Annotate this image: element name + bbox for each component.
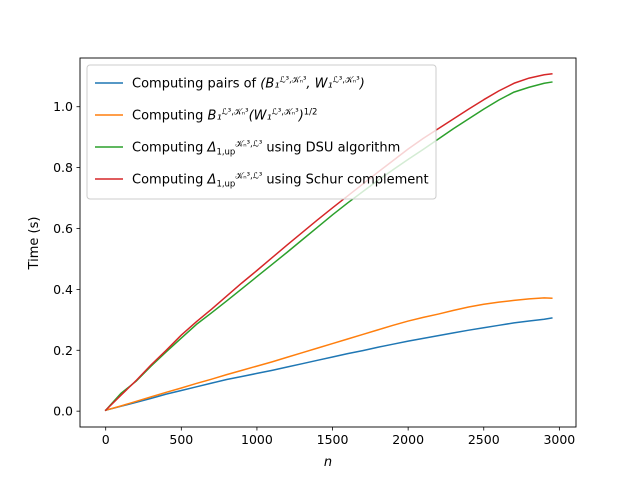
x-tick-label: 2500 (468, 432, 500, 447)
legend-label-prefix: Computing (132, 109, 208, 124)
legend-label-3: Computing Δ1,up​𝒦ₙ³,ℒ³​ using DSU algori… (132, 140, 400, 158)
x-tick-label: 1000 (241, 432, 273, 447)
legend-math-text: (W₁ (249, 109, 272, 124)
series-lines (104, 72, 553, 412)
y-tick-label: 0.0 (53, 404, 73, 419)
legend-superscript: ℒ³,𝒦ₙ³ (272, 108, 299, 118)
series-line-4 (104, 72, 553, 412)
y-tick-label: 0.2 (53, 343, 73, 358)
y-tick-label: 0.4 (53, 282, 73, 297)
legend-subscript: 1,up (216, 148, 235, 158)
legend-items: Computing pairs of (B₁ℒ³,𝒦ₙ³​, W₁ℒ³,𝒦ₙ³​… (95, 76, 429, 190)
y-axis-ticks: 0.0 0.2 0.4 0.6 0.8 1.0 (53, 99, 80, 419)
legend-math-text: B₁ (208, 109, 222, 124)
legend-box (86, 64, 437, 200)
series-line-2 (104, 297, 553, 412)
y-tick-label: 1.0 (53, 99, 73, 114)
legend-label-prefix: Computing pairs of (132, 77, 260, 92)
legend-math-text: Δ (207, 141, 217, 156)
plot-frame (79, 57, 577, 428)
x-axis-label: n (324, 455, 332, 470)
series-line-1 (104, 317, 553, 412)
legend-label-suffix: using DSU algorithm (262, 141, 400, 156)
legend-math-text: ) (298, 109, 304, 124)
series-line-3 (104, 81, 553, 412)
legend-math-text: , W₁ (306, 77, 332, 92)
legend-label-4: Computing Δ1,up​𝒦ₙ³,ℒ³​ using Schur comp… (132, 172, 429, 190)
legend: Computing pairs of (B₁ℒ³,𝒦ₙ³​, W₁ℒ³,𝒦ₙ³​… (86, 64, 437, 200)
y-tick-label: 0.6 (53, 221, 73, 236)
y-axis-label: Time (s) (27, 217, 42, 271)
x-tick-label: 0 (102, 432, 110, 447)
x-tick-label: 2000 (392, 432, 424, 447)
legend-math-text: Δ (207, 173, 217, 188)
legend-superscript: ℒ³,𝒦ₙ³ (222, 108, 249, 118)
legend-label-prefix: Computing (132, 173, 208, 188)
x-tick-label: 1500 (317, 432, 349, 447)
legend-superscript: ℒ³,𝒦ₙ³ (333, 76, 360, 86)
legend-label-1: Computing pairs of (B₁ℒ³,𝒦ₙ³​, W₁ℒ³,𝒦ₙ³​… (132, 76, 365, 92)
x-axis-ticks: 0 500 1000 1500 2000 2500 3000 (102, 427, 575, 447)
legend-superscript: 𝒦ₙ³,ℒ³ (235, 140, 262, 150)
legend-label-prefix: Computing (132, 141, 208, 156)
legend-superscript: ℒ³,𝒦ₙ³ (279, 76, 306, 86)
legend-subscript: 1,up (216, 180, 235, 190)
legend-superscript: 1/2 (304, 108, 318, 118)
legend-math-text: ) (359, 77, 365, 92)
x-tick-label: 3000 (543, 432, 575, 447)
y-tick-label: 0.8 (53, 160, 73, 175)
legend-label-2: Computing B₁ℒ³,𝒦ₙ³​(W₁ℒ³,𝒦ₙ³​)1/2​ (132, 108, 317, 124)
legend-superscript: 𝒦ₙ³,ℒ³ (235, 172, 262, 182)
x-tick-label: 500 (169, 432, 193, 447)
legend-math-text: (B₁ (260, 77, 279, 92)
legend-label-suffix: using Schur complement (262, 173, 428, 188)
